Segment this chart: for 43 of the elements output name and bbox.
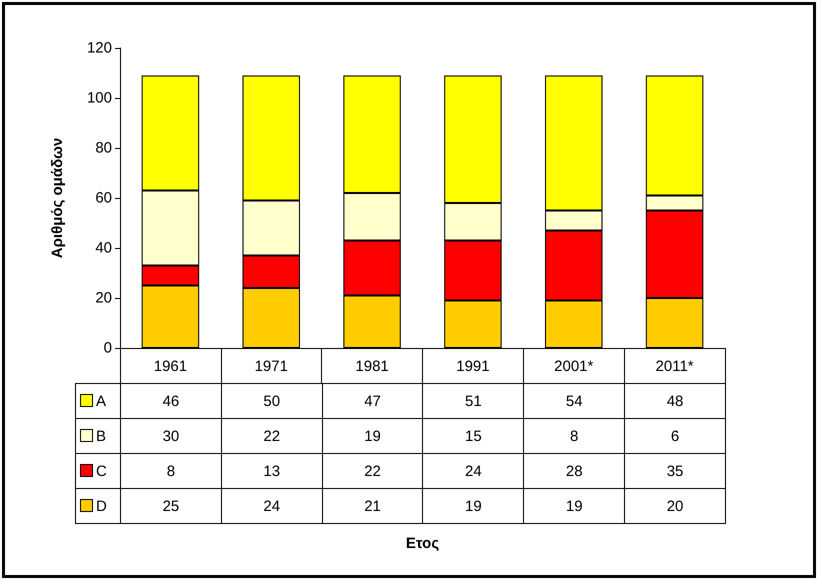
data-label: 46 bbox=[120, 384, 222, 418]
data-label: 35 bbox=[624, 454, 726, 488]
x-tick-label: 1991 bbox=[456, 358, 490, 375]
data-label: 15 bbox=[422, 418, 524, 454]
data-label: 20 bbox=[624, 488, 726, 524]
data-label: 48 bbox=[624, 384, 726, 418]
x-tick-label: 2011* bbox=[656, 358, 694, 375]
data-label: 28 bbox=[524, 454, 625, 488]
data-label: 24 bbox=[422, 454, 524, 488]
data-label: 19 bbox=[422, 488, 524, 524]
legend-label: A bbox=[76, 384, 120, 418]
x-tick-label: 1981 bbox=[355, 358, 389, 375]
y-tick-label: 100 bbox=[86, 90, 112, 106]
x-tick-label: 2001* bbox=[554, 358, 594, 375]
y-tick-label: 0 bbox=[104, 340, 112, 356]
data-label: 47 bbox=[322, 384, 423, 418]
y-axis-title: Αριθμός ομάδων bbox=[49, 138, 66, 258]
data-label: 25 bbox=[120, 488, 222, 524]
data-label: 54 bbox=[524, 384, 625, 418]
y-tick-label: 120 bbox=[86, 40, 112, 56]
text: Ετος bbox=[404, 535, 440, 552]
y-tick-label: 80 bbox=[95, 140, 112, 156]
x-tick-label: 1971 bbox=[254, 358, 288, 375]
data-label: 19 bbox=[524, 488, 625, 524]
data-label: 8 bbox=[524, 418, 625, 454]
data-label: 24 bbox=[221, 488, 322, 524]
x-tick-label: 1961 bbox=[154, 358, 188, 375]
data-label: 22 bbox=[322, 454, 423, 488]
y-tick-label: 40 bbox=[95, 240, 112, 256]
legend-label: B bbox=[76, 418, 120, 454]
data-label: 19 bbox=[322, 418, 423, 454]
data-label: 51 bbox=[422, 384, 524, 418]
data-label: 8 bbox=[120, 454, 222, 488]
y-tick-label: 20 bbox=[95, 290, 112, 306]
data-label: 21 bbox=[322, 488, 423, 524]
data-label: 30 bbox=[120, 418, 222, 454]
data-label: 22 bbox=[221, 418, 322, 454]
data-label: 50 bbox=[221, 384, 322, 418]
data-label: 13 bbox=[221, 454, 322, 488]
data-label: 6 bbox=[624, 418, 726, 454]
legend-label: D bbox=[76, 488, 120, 524]
legend-label: C bbox=[76, 454, 120, 488]
y-tick-label: 60 bbox=[95, 190, 112, 206]
